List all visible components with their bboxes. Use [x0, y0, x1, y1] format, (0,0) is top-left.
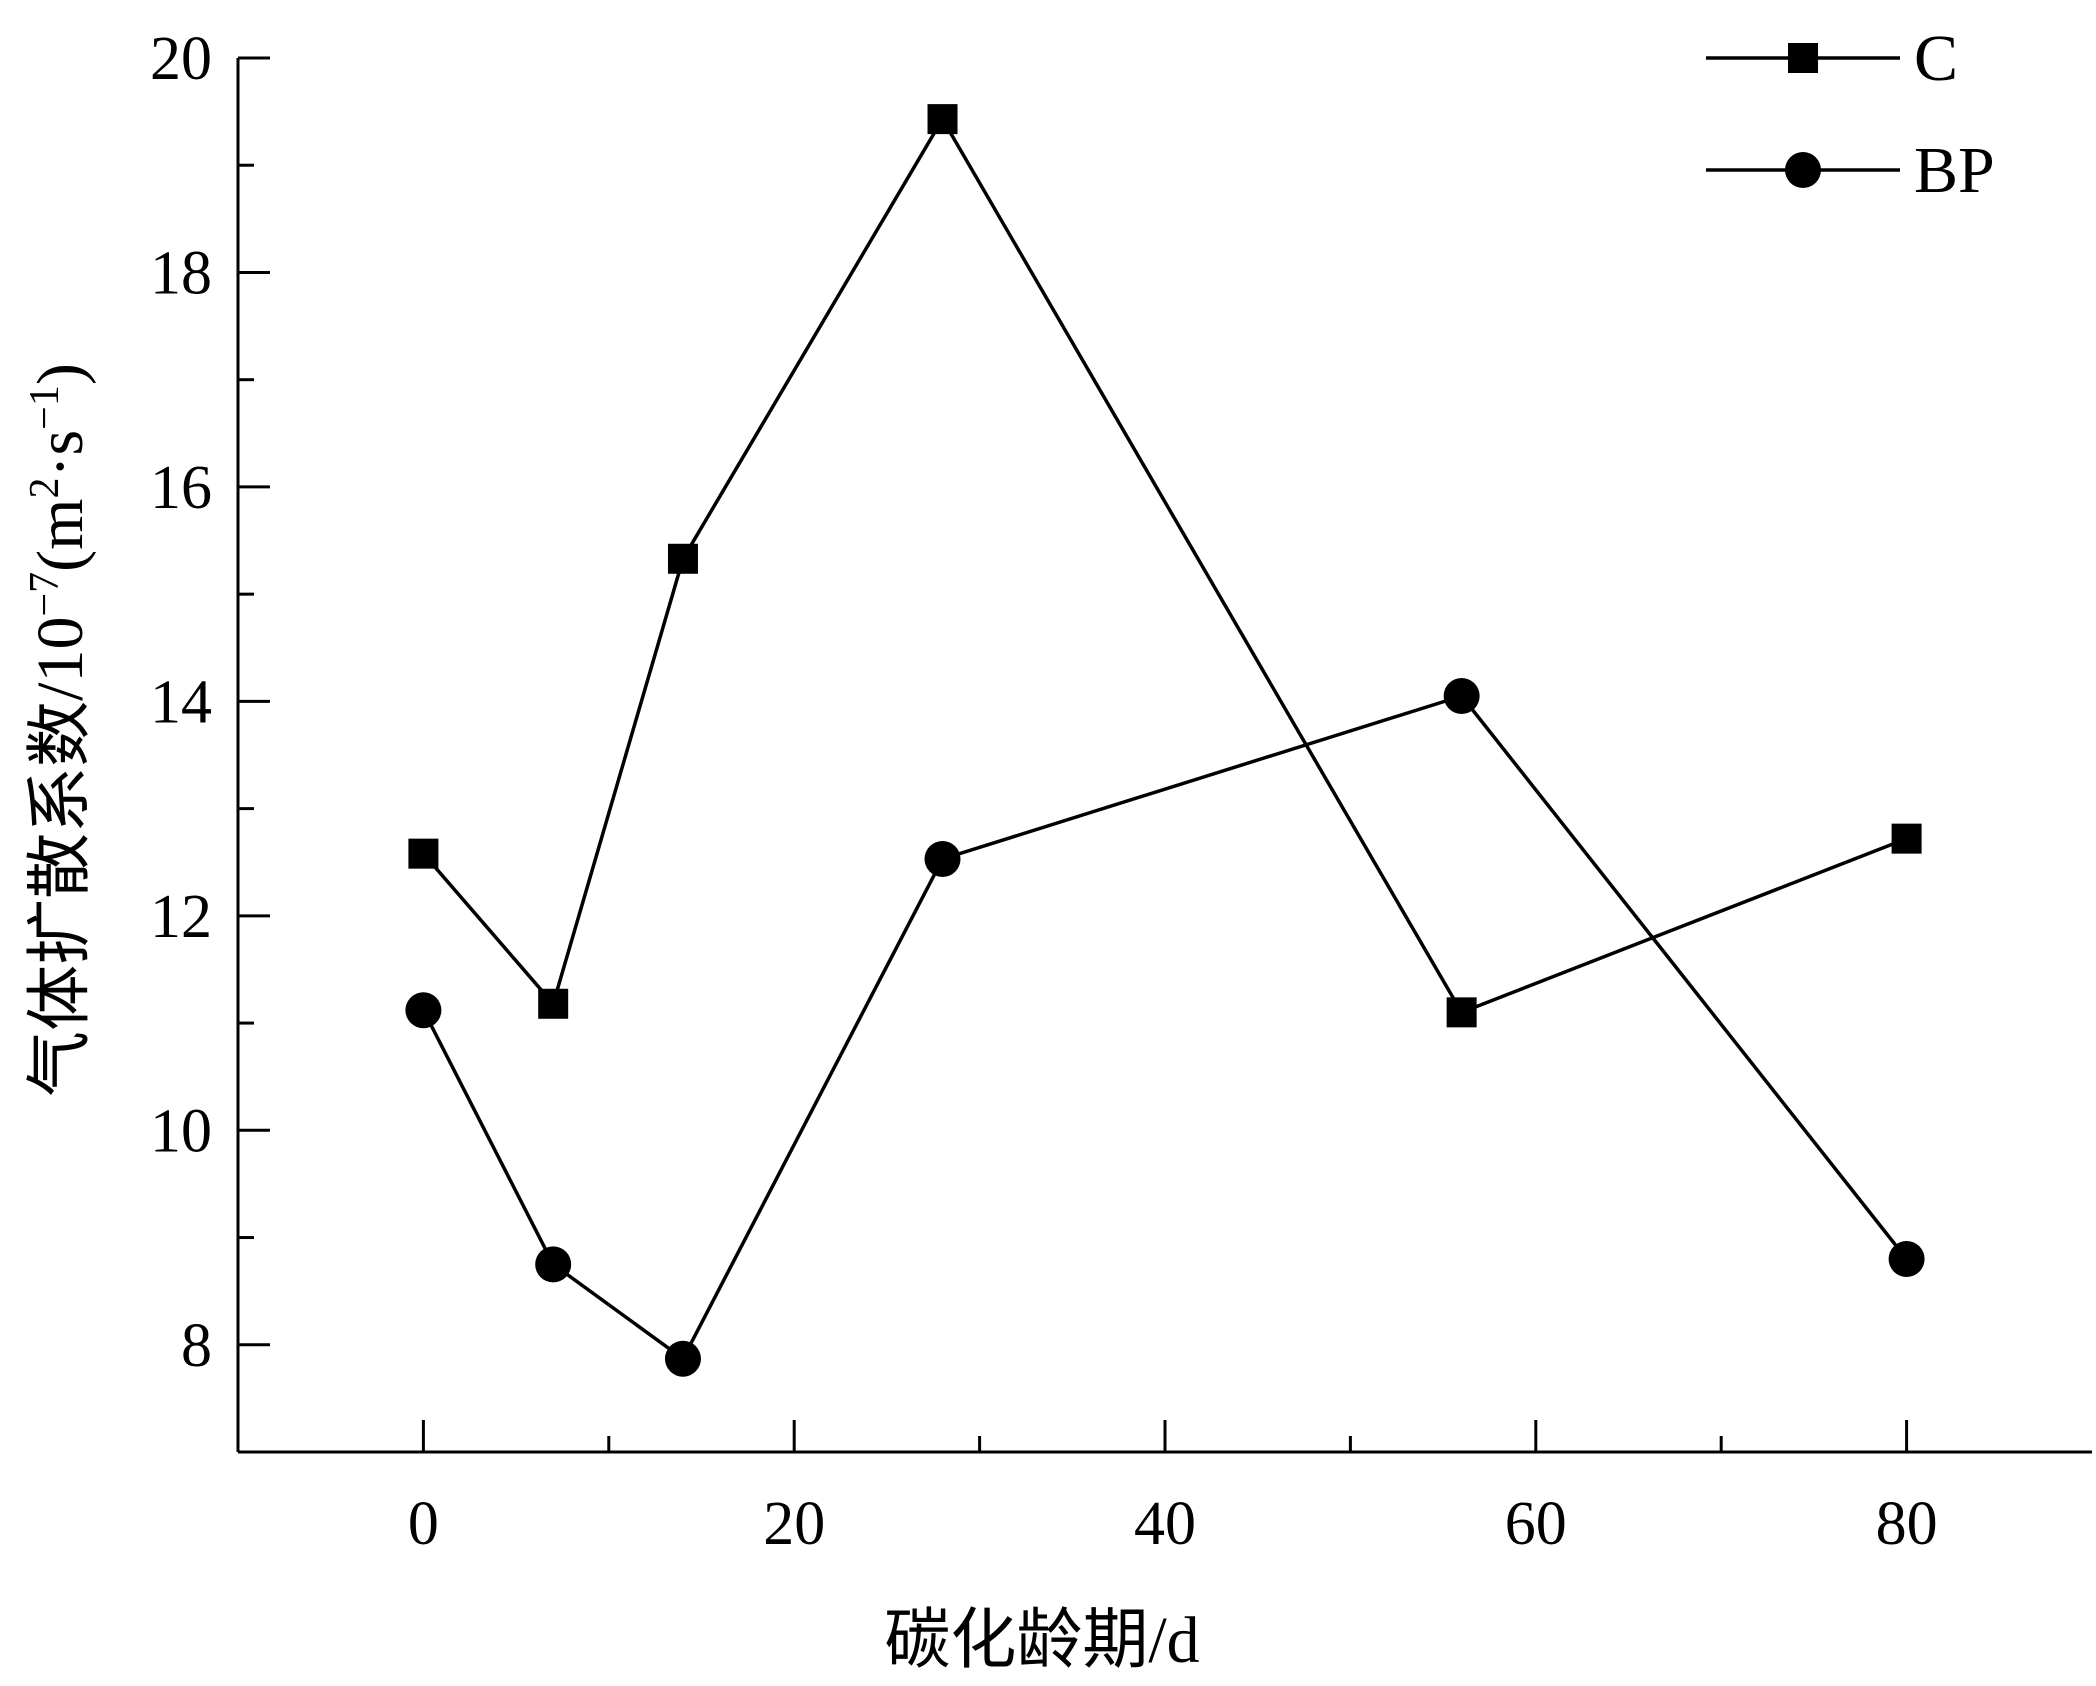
data-point-bp — [664, 1340, 701, 1377]
y-tick-label: 8 — [181, 1312, 212, 1380]
series-lines — [421, 117, 1908, 1361]
x-tick-label: 0 — [408, 1490, 439, 1558]
y-axis-label-exp2: 2 — [22, 477, 68, 498]
axes — [236, 58, 2092, 1454]
data-point-c — [1891, 823, 1922, 854]
y-axis-label-suffix: ) — [24, 363, 97, 385]
series-markers — [405, 104, 1925, 1377]
legend-label-bp: BP — [1914, 134, 1995, 207]
x-tick-label: 20 — [763, 1490, 825, 1558]
data-point-bp — [405, 992, 442, 1029]
x-tick-label: 40 — [1134, 1490, 1196, 1558]
series-line-bp — [421, 694, 1908, 1361]
series-line-c — [422, 117, 1908, 1015]
data-point-bp — [535, 1246, 572, 1283]
data-point-c — [927, 104, 958, 135]
y-tick-label: 14 — [150, 668, 212, 736]
y-axis-label-mid2: ·s — [24, 430, 97, 478]
data-point-bp — [1888, 1240, 1925, 1277]
x-tick-label: 80 — [1876, 1490, 1938, 1558]
data-point-c — [1446, 997, 1477, 1028]
data-point-c — [408, 838, 439, 869]
y-tick-label: 20 — [150, 25, 212, 93]
data-point-c — [667, 543, 698, 574]
ticks: 0 20 40 60 80 8 10 12 14 16 18 20 — [150, 25, 1938, 1558]
y-tick-label: 10 — [150, 1097, 212, 1165]
y-axis-label-prefix: 气体扩散系数/10 — [24, 617, 97, 1097]
legend-marker-bp — [1785, 152, 1821, 188]
y-axis-label: 气体扩散系数/10−7(m2·s−1) — [22, 363, 97, 1097]
legend-marker-c — [1788, 43, 1818, 73]
data-point-c — [538, 988, 569, 1019]
x-axis-label: 碳化龄期/d — [884, 1604, 1199, 1677]
data-point-bp — [1443, 678, 1480, 715]
y-axis-label-mid: (m — [24, 498, 97, 571]
data-point-bp — [924, 841, 961, 878]
y-tick-label: 18 — [150, 239, 212, 307]
legend-label-c: C — [1914, 22, 1958, 95]
y-axis-label-exp1: −7 — [22, 572, 68, 617]
x-tick-label: 60 — [1505, 1490, 1567, 1558]
y-tick-label: 12 — [150, 883, 212, 951]
y-tick-label: 16 — [150, 454, 212, 522]
y-axis-label-exp3: −1 — [22, 385, 68, 430]
legend: C BP — [1706, 22, 1995, 207]
